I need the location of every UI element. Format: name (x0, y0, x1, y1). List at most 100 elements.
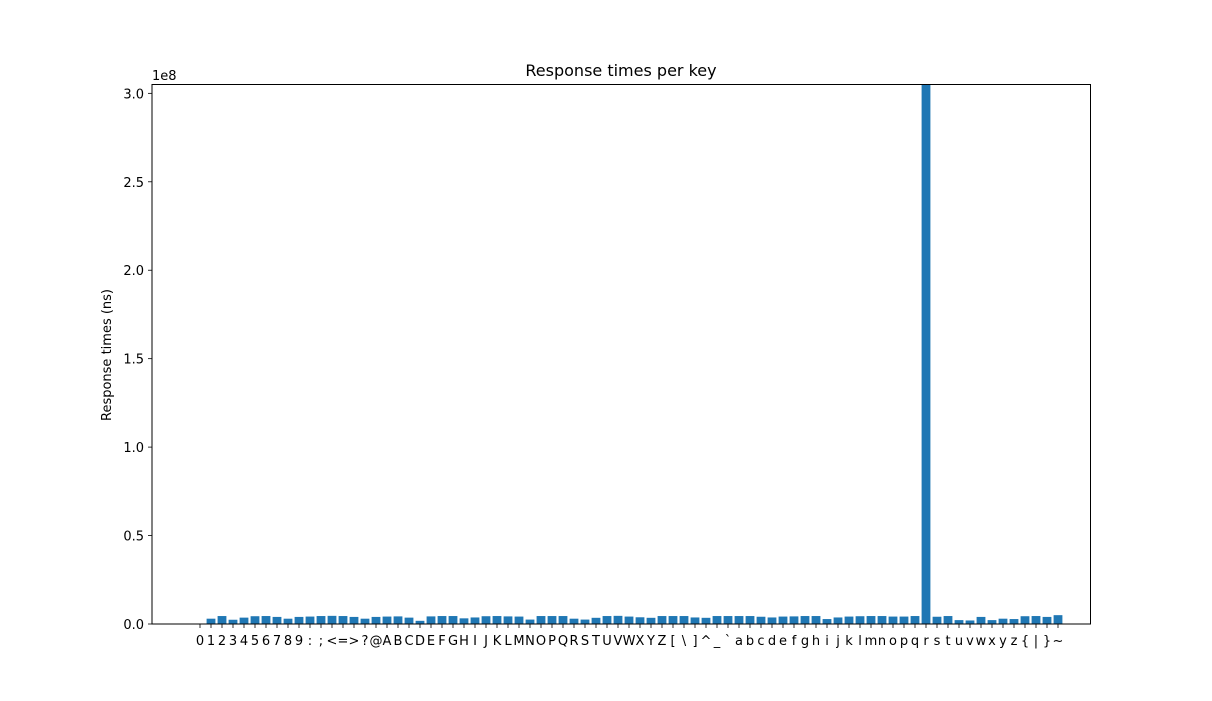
x-tick-label-25: I (473, 634, 477, 649)
y-tick-label-0: 0.0 (123, 618, 144, 633)
bar-51 (756, 616, 766, 624)
bar-42 (657, 616, 667, 624)
bar-27 (492, 616, 502, 624)
chart-title: Response times per key (525, 61, 716, 80)
x-tick-label-41: Y (646, 634, 655, 649)
y-axis-label: Response times (ns) (100, 289, 115, 421)
bar-70 (965, 620, 975, 624)
x-tick-label-33: Q (558, 634, 568, 649)
bar-34 (569, 618, 579, 624)
bar-48 (723, 616, 733, 624)
x-tick-label-32: P (548, 634, 556, 649)
x-tick-label-44: \ (682, 634, 687, 649)
bar-45 (690, 617, 700, 624)
x-tick-label-36: T (591, 634, 600, 649)
x-tick-label-47: _ (713, 634, 721, 649)
x-tick-label-43: [ (670, 634, 675, 649)
bar-7 (272, 616, 282, 624)
bar-54 (789, 616, 799, 624)
x-tick-label-12: < (327, 634, 338, 649)
x-tick-label-45: ] (692, 634, 697, 649)
x-tick-label-28: L (504, 634, 512, 649)
bar-61 (866, 616, 876, 624)
bar-59 (844, 616, 854, 624)
x-tick-label-35: S (581, 634, 589, 649)
x-tick-label-67: s (934, 634, 941, 649)
x-tick-label-39: W (623, 634, 636, 649)
x-tick-label-11: ; (319, 634, 323, 649)
bar-69 (954, 620, 964, 624)
x-tick-label-77: } (1043, 634, 1051, 649)
x-tick-label-20: D (415, 634, 425, 649)
bar-37 (602, 616, 612, 624)
bar-62 (877, 616, 887, 624)
bar-39 (624, 616, 634, 624)
x-tick-label-66: r (923, 634, 929, 649)
x-tick-label-40: X (636, 634, 645, 649)
x-tick-label-46: ^ (701, 634, 712, 649)
bar-66 (921, 84, 931, 624)
x-tick-label-14: > (349, 634, 360, 649)
bar-18 (393, 616, 403, 624)
bar-40 (635, 617, 645, 624)
y-tick-label-2: 1.0 (123, 441, 144, 456)
x-tick-label-42: Z (658, 634, 667, 649)
x-tick-label-74: z (1011, 634, 1018, 649)
x-tick-label-0: 0 (196, 634, 204, 649)
bar-56 (811, 616, 821, 624)
x-tick-label-48: ` (725, 634, 732, 649)
y-tick-label-6: 3.0 (123, 87, 144, 102)
x-tick-label-38: V (614, 634, 623, 649)
x-tick-label-10: : (308, 634, 312, 649)
plot-frame (151, 84, 1091, 625)
x-tick-label-21: E (427, 634, 435, 649)
x-tick-label-58: j (835, 634, 840, 649)
bar-16 (371, 616, 381, 624)
x-tick-label-7: 7 (273, 634, 281, 649)
x-tick-label-54: f (792, 634, 797, 649)
x-tick-label-9: 9 (295, 634, 303, 649)
x-tick-label-31: O (536, 634, 546, 649)
x-tick-label-73: y (999, 634, 1007, 649)
bar-77 (1042, 616, 1052, 624)
x-tick-label-76: | (1034, 634, 1038, 649)
x-tick-label-71: w (976, 634, 987, 649)
y-tick-label-4: 2.0 (123, 264, 144, 279)
bar-21 (426, 616, 436, 624)
x-tick-label-30: N (525, 634, 535, 649)
bars-group (206, 84, 1063, 624)
x-tick-label-75: { (1021, 634, 1029, 649)
x-tick-label-19: C (404, 634, 413, 649)
bar-11 (316, 616, 326, 624)
bar-28 (503, 616, 513, 624)
x-tick-label-29: M (513, 634, 524, 649)
x-tick-label-37: U (602, 634, 612, 649)
bar-29 (514, 616, 524, 624)
bar-5 (250, 616, 260, 624)
bar-68 (943, 616, 953, 624)
bar-67 (932, 616, 942, 624)
bar-58 (833, 617, 843, 624)
y-tick-label-5: 2.5 (123, 176, 144, 191)
bar-71 (976, 616, 986, 624)
x-tick-label-17: A (383, 634, 392, 649)
bar-73 (998, 618, 1008, 624)
bar-26 (481, 616, 491, 624)
bar-64 (899, 616, 909, 624)
x-tick-label-16: @ (370, 634, 383, 649)
x-tick-label-62: n (878, 634, 886, 649)
x-tick-label-2: 2 (218, 634, 226, 649)
x-tick-label-34: R (569, 634, 578, 649)
x-tick-label-27: K (493, 634, 502, 649)
bar-55 (800, 616, 810, 624)
bar-20 (415, 620, 425, 624)
x-tick-label-51: c (757, 634, 764, 649)
bar-6 (261, 616, 271, 624)
x-tick-label-49: a (735, 634, 743, 649)
bar-25 (470, 617, 480, 624)
x-tick-label-60: l (858, 634, 862, 649)
bar-10 (305, 616, 315, 624)
bar-2 (217, 616, 227, 624)
x-tick-label-72: x (988, 634, 996, 649)
bar-1 (206, 618, 216, 624)
